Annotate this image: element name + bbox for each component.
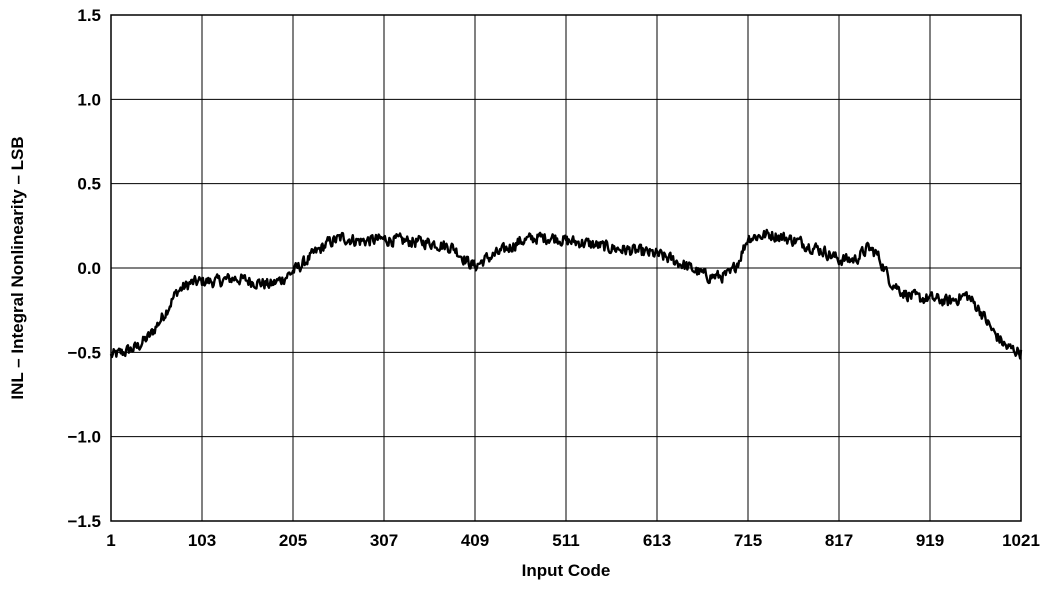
x-axis-title: Input Code — [522, 561, 611, 580]
x-tick-label: 205 — [279, 531, 307, 550]
y-tick-label: 1.0 — [77, 90, 101, 109]
x-tick-label: 1021 — [1002, 531, 1040, 550]
y-axis-title: INL – Integral Nonlinearity – LSB — [8, 136, 27, 399]
y-tick-label: 1.5 — [77, 6, 101, 25]
x-tick-label: 307 — [370, 531, 398, 550]
y-tick-label: 0.0 — [77, 259, 101, 278]
y-tick-label: −1.5 — [67, 512, 101, 531]
y-tick-labels: 1.5 1.0 0.5 0.0 −0.5 −1.0 −1.5 — [67, 6, 101, 531]
x-tick-label: 511 — [552, 531, 579, 550]
y-tick-label: −0.5 — [67, 343, 101, 362]
x-tick-labels: 1 103 205 307 409 511 613 715 817 919 1021 — [106, 531, 1040, 550]
x-tick-label: 1 — [106, 531, 115, 550]
x-tick-label: 817 — [825, 531, 853, 550]
x-tick-label: 409 — [461, 531, 489, 550]
x-tick-label: 715 — [734, 531, 762, 550]
inl-series-line — [109, 228, 1023, 360]
series-group — [109, 228, 1023, 360]
x-tick-label: 919 — [916, 531, 944, 550]
y-tick-label: −1.0 — [67, 428, 101, 447]
plot-frame — [110, 14, 1022, 522]
x-tick-label: 613 — [643, 531, 671, 550]
y-tick-label: 0.5 — [77, 175, 101, 194]
x-tick-label: 103 — [188, 531, 216, 550]
